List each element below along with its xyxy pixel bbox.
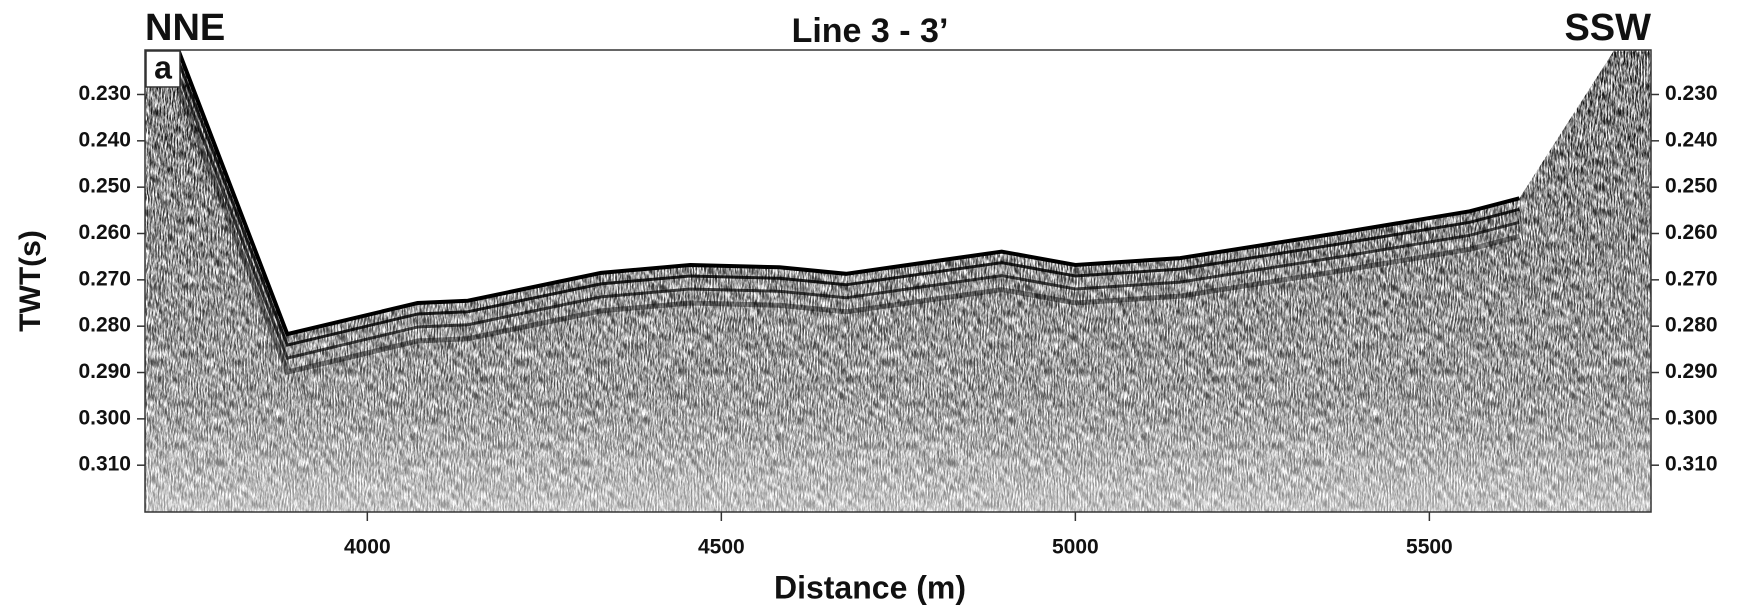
y-tick-label-right: 0.280 [1665, 314, 1718, 337]
x-tick-label: 4500 [698, 536, 745, 559]
chart-title: Line 3 - 3’ [792, 12, 949, 50]
x-tick-label: 5000 [1052, 536, 1099, 559]
sub-reflector [175, 88, 1520, 376]
y-tick-label-right: 0.290 [1665, 360, 1718, 383]
y-tick-label: 0.310 [78, 453, 131, 476]
y-tick-label: 0.260 [78, 221, 131, 244]
y-tick-label-right: 0.240 [1665, 128, 1718, 151]
panel-label-box [145, 50, 181, 88]
y-tick-label: 0.270 [78, 267, 131, 290]
y-tick-label: 0.280 [78, 314, 131, 337]
seafloor-horizon [176, 50, 1520, 337]
y-tick-label-right: 0.260 [1665, 221, 1718, 244]
y-tick-label-right: 0.300 [1665, 406, 1718, 429]
seismic-texture [145, 50, 1651, 512]
x-tick-label: 5500 [1406, 536, 1453, 559]
y-tick-label-right: 0.230 [1665, 82, 1718, 105]
y-tick-label: 0.300 [78, 406, 131, 429]
sediment-texture [145, 50, 1651, 512]
y-tick-label-right: 0.250 [1665, 175, 1718, 198]
plot-area [175, 50, 1520, 376]
x-axis-label: Distance (m) [774, 569, 966, 605]
y-tick-label-right: 0.270 [1665, 267, 1718, 290]
y-tick-label: 0.250 [78, 175, 131, 198]
x-tick-label: 4000 [344, 536, 391, 559]
plot-frame [144, 49, 1652, 513]
noise-fine [148, 52, 1651, 512]
panel-label: a [154, 49, 172, 85]
y-tick-label-right: 0.310 [1665, 453, 1718, 476]
right-direction: SSW [1564, 7, 1651, 49]
y-tick-label: 0.240 [78, 128, 131, 151]
y-axis-label: TWT(s) [14, 230, 47, 332]
y-tick-label: 0.290 [78, 360, 131, 383]
sub-reflector [176, 61, 1520, 347]
left-direction: NNE [145, 7, 225, 49]
sub-reflector [176, 74, 1520, 360]
y-tick-label: 0.230 [78, 82, 131, 105]
